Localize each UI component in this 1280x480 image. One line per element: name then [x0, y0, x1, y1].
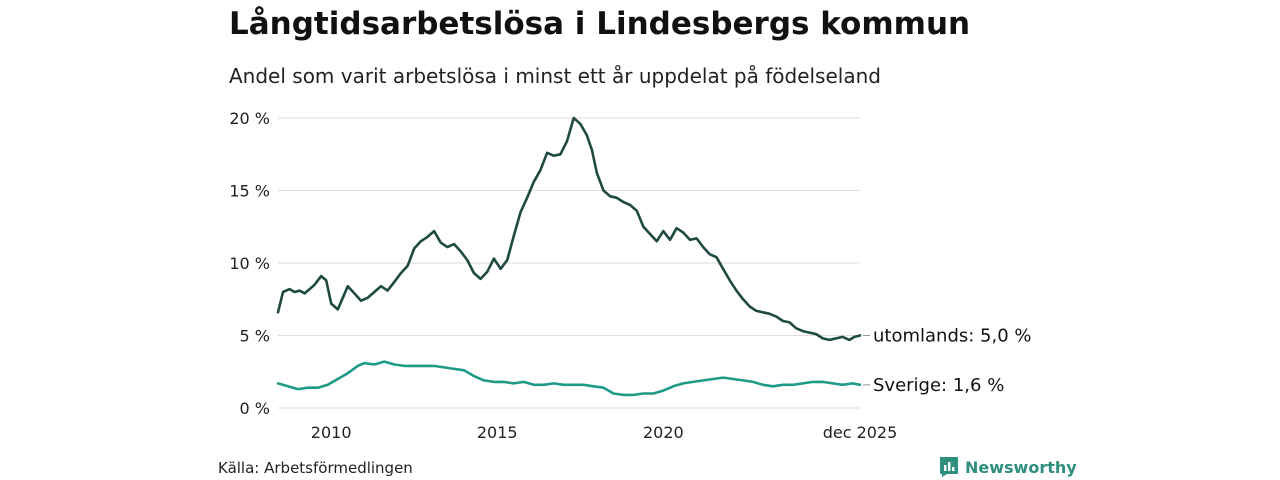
newsworthy-logo-icon	[940, 457, 958, 477]
series-lines	[276, 116, 862, 397]
gridlines	[278, 117, 860, 409]
series-line-sverige	[276, 360, 862, 397]
y-axis-ticks: 0 % 5 % 10 % 15 % 20 %	[229, 109, 270, 418]
y-tick-label: 5 %	[240, 327, 270, 346]
x-tick-label: dec 2025	[823, 423, 898, 442]
end-label-sverige: Sverige: 1,6 %	[873, 375, 1004, 396]
x-tick-label: 2010	[311, 423, 352, 442]
y-tick-label: 15 %	[229, 182, 270, 201]
chart-subtitle: Andel som varit arbetslösa i minst ett å…	[229, 64, 881, 88]
series-line-utomlands	[276, 116, 862, 342]
end-label-utomlands: utomlands: 5,0 %	[873, 326, 1032, 347]
y-tick-label: 10 %	[229, 254, 270, 273]
y-tick-label: 0 %	[240, 399, 270, 418]
series-end-labels: utomlands: 5,0 % Sverige: 1,6 %	[863, 326, 1032, 396]
brand-name: Newsworthy	[965, 457, 1077, 477]
source-note: Källa: Arbetsförmedlingen	[218, 459, 413, 477]
chart-title: Långtidsarbetslösa i Lindesbergs kommun	[229, 6, 971, 42]
brand-logo: Newsworthy	[939, 456, 1077, 478]
x-tick-label: 2020	[643, 423, 684, 442]
y-tick-label: 20 %	[229, 109, 270, 128]
x-tick-label: 2015	[477, 423, 518, 442]
x-axis-ticks: 2010 2015 2020 dec 2025	[311, 423, 898, 442]
